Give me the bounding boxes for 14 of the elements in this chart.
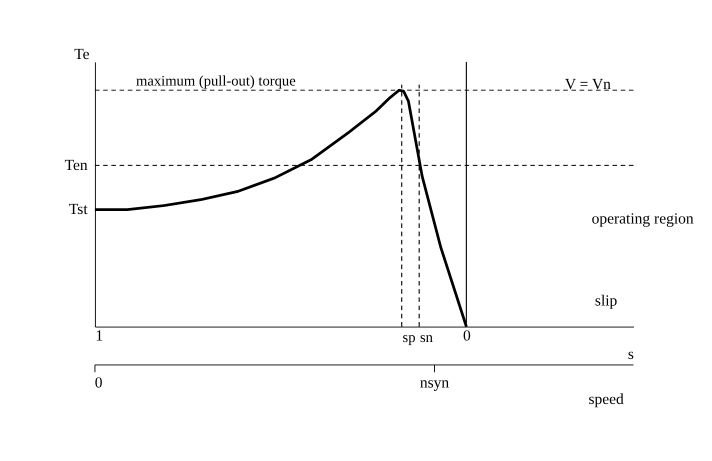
ref-line-label: sn xyxy=(420,330,434,346)
ref-line-label: sp xyxy=(402,330,416,346)
text: nsyn xyxy=(420,374,450,392)
annotation: Ten xyxy=(64,156,88,174)
annotation: V = Vn xyxy=(564,76,612,94)
y-axis-title: Te xyxy=(74,46,90,64)
annotation: slip xyxy=(594,292,618,310)
ref-line-label: maximum (pull-out) torque xyxy=(136,74,296,90)
annotation: Tst xyxy=(68,201,88,218)
text: speed xyxy=(588,391,624,408)
text: 0 xyxy=(94,374,103,392)
annotation: operating region xyxy=(592,210,694,228)
x-tick-label: 1 xyxy=(95,328,104,345)
x-axis-title: s xyxy=(628,346,634,363)
